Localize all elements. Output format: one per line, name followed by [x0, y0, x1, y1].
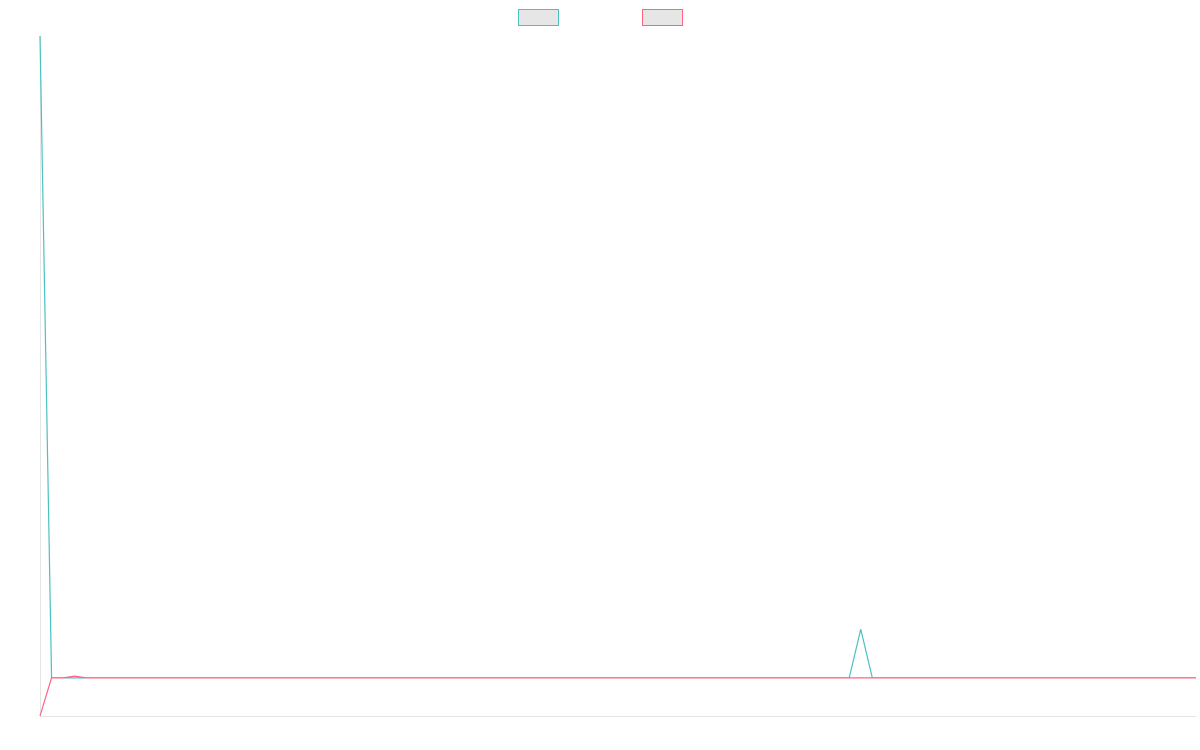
- legend-swatch-2: [642, 9, 683, 26]
- series-line-1: [39, 35, 1196, 679]
- legend: [518, 9, 683, 26]
- legend-swatch-1: [518, 9, 559, 26]
- axes: [40, 36, 1196, 717]
- series-layer: [39, 35, 1196, 717]
- series-line-2: [39, 675, 1196, 717]
